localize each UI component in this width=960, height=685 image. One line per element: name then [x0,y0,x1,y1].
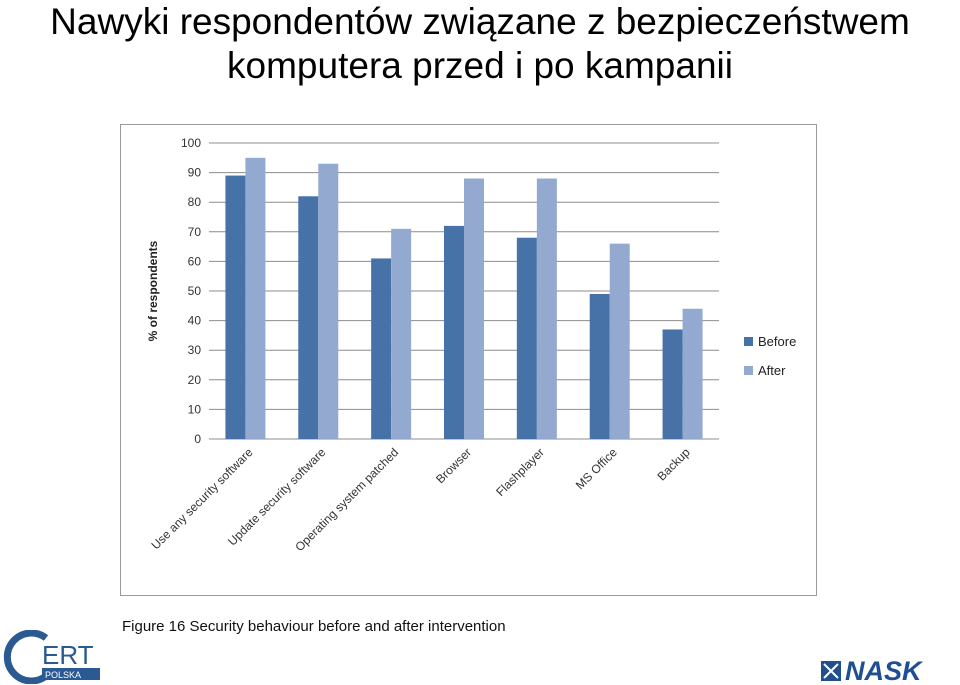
y-tick-label: 60 [188,254,202,268]
nask-emblem-icon [819,659,843,683]
bar-before-0 [225,175,246,439]
cert-c-icon [3,630,49,684]
legend: Before After [744,334,796,378]
bar-after-2 [391,228,412,439]
slide-title-line1: Nawyki respondentów związane z bezpiecze… [50,1,910,42]
cert-polska-logo: ERT POLSKA [3,630,100,684]
bar-before-2 [371,258,392,439]
legend-label: Before [758,334,796,349]
y-tick-label: 50 [188,284,202,298]
y-tick-label: 90 [188,166,202,180]
slide-title-line2: komputera przed i po kampanii [227,45,733,86]
cert-logo-text: ERT [42,640,94,670]
cert-logo-band [42,668,100,680]
y-tick-label: 20 [188,373,202,387]
y-tick-label: 40 [188,314,202,328]
bar-after-1 [318,163,339,439]
bar-before-1 [298,196,319,439]
nask-logo-text: NASK [845,656,924,684]
bar-after-6 [682,308,703,439]
x-category-label: MS Office [573,445,620,492]
bar-before-4 [516,237,537,439]
x-category-label: Backup [654,445,692,483]
y-tick-label: 100 [181,136,201,150]
y-tick-label: 80 [188,195,202,209]
bar-after-0 [245,157,266,440]
bar-before-6 [662,329,683,439]
y-tick-label: 10 [188,402,202,416]
y-axis-label: % of respondents [146,240,160,341]
bar-after-5 [609,243,630,439]
bar-before-5 [589,293,610,439]
legend-swatch [744,366,753,375]
bar-before-3 [444,225,464,439]
bar-after-4 [536,178,557,439]
y-tick-label: 70 [188,225,202,239]
y-ticks: 0 10 20 30 40 50 60 70 80 90 100 [181,136,201,446]
bar-after-3 [464,178,484,439]
legend-label: After [758,363,786,378]
slide-title: Nawyki respondentów związane z bezpiecze… [0,0,960,88]
figure-caption: Figure 16 Security behaviour before and … [122,618,506,635]
nask-logo: NASK [819,656,924,684]
chart-frame: 0 10 20 30 40 50 60 70 80 90 100 Use any security … [120,124,817,596]
bars [225,157,703,440]
legend-swatch [744,337,753,346]
bar-chart: 0 10 20 30 40 50 60 70 80 90 100 Use any security … [146,136,796,554]
cert-logo-subtext: POLSKA [45,670,81,680]
y-tick-label: 30 [188,343,202,357]
x-category-label: Browser [433,445,474,486]
y-tick-label: 0 [194,432,201,446]
x-category-label: Flashplayer [493,445,547,499]
